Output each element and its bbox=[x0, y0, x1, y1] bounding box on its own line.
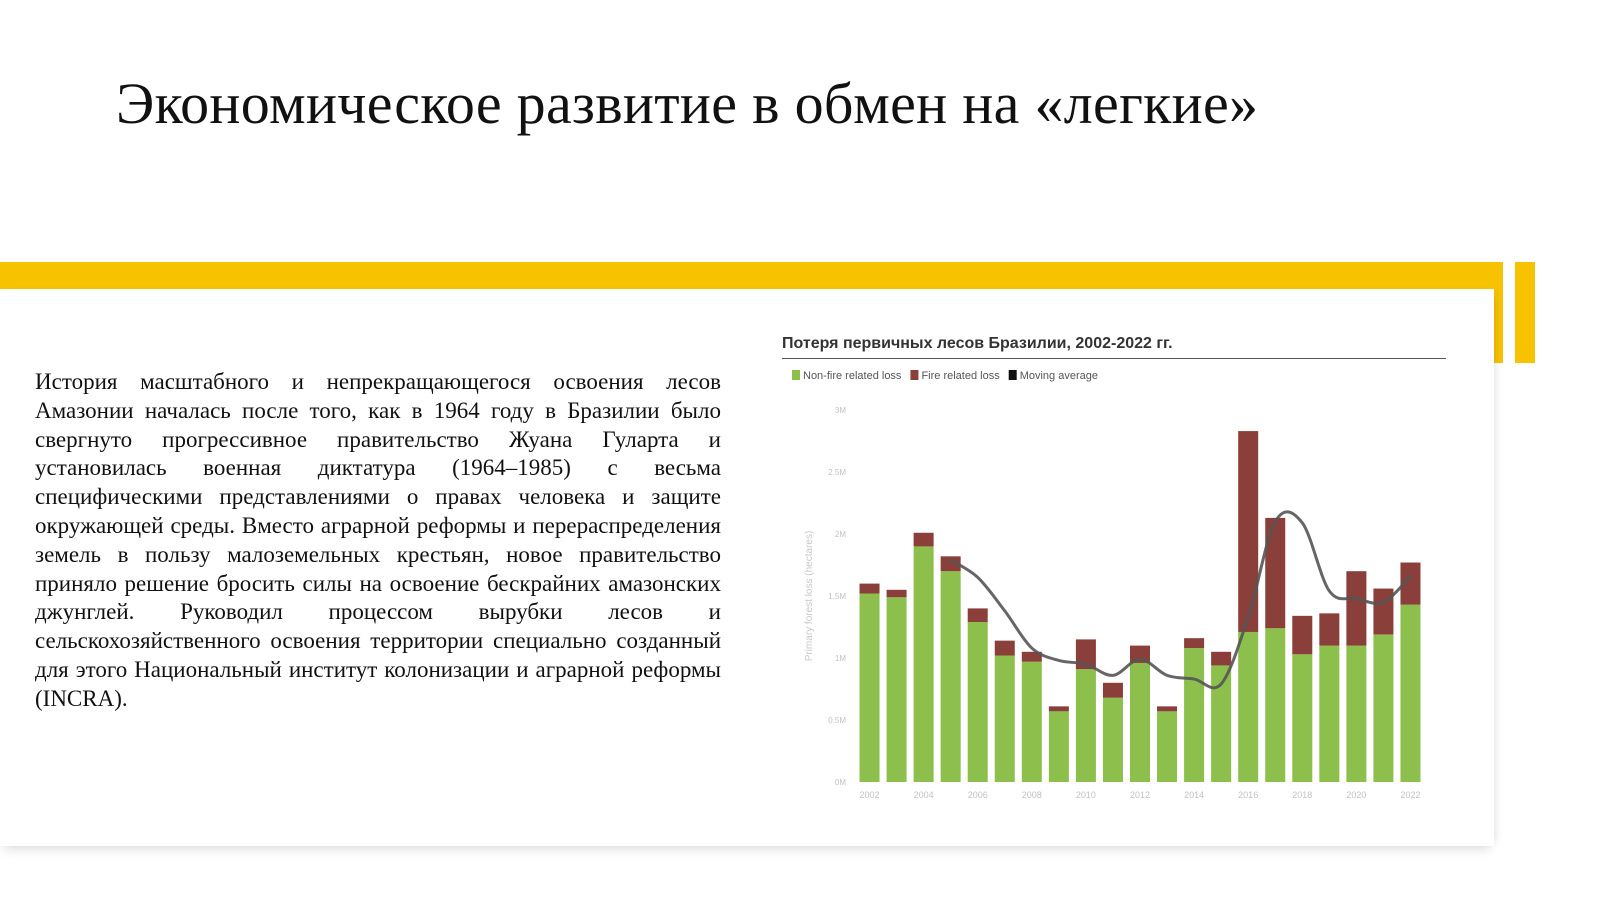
bar-non-fire-2008 bbox=[1021, 661, 1042, 782]
bar-fire-2014 bbox=[1184, 638, 1205, 649]
legend-label-1: Fire related loss bbox=[921, 370, 1000, 382]
x-tick-label: 2002 bbox=[860, 790, 880, 800]
bar-fire-2015 bbox=[1211, 651, 1232, 666]
bar-non-fire-2015 bbox=[1211, 665, 1232, 782]
bar-fire-2009 bbox=[1048, 706, 1069, 712]
x-tick-label: 2016 bbox=[1238, 790, 1258, 800]
bar-non-fire-2022 bbox=[1400, 604, 1421, 782]
x-tick-label: 2004 bbox=[914, 790, 934, 800]
x-tick-label: 2010 bbox=[1076, 790, 1096, 800]
bar-fire-2017 bbox=[1265, 517, 1286, 629]
legend-swatch-2 bbox=[1008, 370, 1017, 380]
y-tick-label: 0M bbox=[835, 778, 846, 787]
bar-fire-2006 bbox=[967, 608, 988, 623]
bar-fire-2018 bbox=[1292, 615, 1313, 655]
bar-non-fire-2007 bbox=[994, 655, 1015, 782]
bar-non-fire-2021 bbox=[1373, 634, 1394, 782]
bar-non-fire-2002 bbox=[859, 593, 880, 782]
legend-swatch-1 bbox=[910, 370, 919, 380]
bar-non-fire-2018 bbox=[1292, 654, 1313, 782]
legend-label-0: Non-fire related loss bbox=[803, 370, 902, 382]
bar-non-fire-2013 bbox=[1157, 711, 1178, 782]
y-axis-label: Primary forest loss (hectares) bbox=[804, 531, 815, 662]
bar-non-fire-2010 bbox=[1075, 669, 1096, 782]
bar-fire-2008 bbox=[1021, 651, 1042, 662]
bar-fire-2020 bbox=[1346, 571, 1367, 646]
chart-legend: Non-fire related loss Fire related loss Mo… bbox=[792, 370, 1098, 382]
y-axis: 0M 0.5M 1M 1.5M 2M 2.5M 3M Primary forest loss … bbox=[804, 406, 846, 787]
bar-fire-2019 bbox=[1319, 613, 1340, 646]
bar-fire-2011 bbox=[1102, 682, 1123, 698]
x-tick-label: 2012 bbox=[1130, 790, 1150, 800]
bar-non-fire-2020 bbox=[1346, 645, 1367, 782]
bar-non-fire-2009 bbox=[1048, 711, 1069, 782]
forest-loss-chart: Non-fire related loss Fire related loss Mo… bbox=[792, 370, 1421, 800]
bar-fire-2005 bbox=[940, 556, 961, 572]
x-tick-label: 2018 bbox=[1292, 790, 1312, 800]
x-tick-label: 2008 bbox=[1022, 790, 1042, 800]
x-tick-label: 2022 bbox=[1400, 790, 1420, 800]
body-paragraph: История масштабного и непрекращающегося … bbox=[35, 369, 721, 711]
moving-average-line bbox=[949, 510, 1412, 690]
bar-non-fire-2006 bbox=[967, 622, 988, 782]
bar-non-fire-2017 bbox=[1265, 628, 1286, 782]
y-tick-label: 2.5M bbox=[828, 468, 846, 477]
y-tick-label: 1M bbox=[835, 654, 846, 663]
y-tick-label: 1.5M bbox=[828, 592, 846, 601]
accent-band-stub bbox=[1494, 262, 1503, 363]
bar-non-fire-2004 bbox=[913, 546, 934, 782]
bar-fire-2016 bbox=[1238, 431, 1259, 632]
legend-label-2: Moving average bbox=[1020, 370, 1098, 382]
bar-non-fire-2003 bbox=[886, 597, 907, 782]
bar-fire-2012 bbox=[1129, 645, 1151, 663]
chart-title: Потеря первичных лесов Бразилии, 2002-20… bbox=[782, 335, 1173, 352]
legend-swatch-0 bbox=[792, 370, 800, 380]
bar-fire-2022 bbox=[1400, 562, 1421, 605]
x-axis: 2002 2004 2006 2008 2010 2012 2014 2016 2018 2020… bbox=[860, 790, 1421, 800]
bar-fire-2007 bbox=[994, 640, 1015, 656]
bar-fire-2003 bbox=[886, 589, 907, 598]
x-tick-label: 2006 bbox=[968, 790, 988, 800]
y-tick-label: 3M bbox=[835, 406, 846, 415]
bar-non-fire-2014 bbox=[1184, 648, 1205, 782]
bar-non-fire-2012 bbox=[1129, 662, 1151, 782]
bar-non-fire-2005 bbox=[940, 571, 961, 782]
chart-title-rule bbox=[782, 358, 1446, 359]
bar-non-fire-2016 bbox=[1238, 631, 1259, 782]
x-tick-label: 2014 bbox=[1184, 790, 1204, 800]
slide-title: Экономическое развитие в обмен на «легки… bbox=[116, 71, 1259, 136]
accent-band bbox=[0, 262, 1502, 289]
bar-non-fire-2011 bbox=[1102, 697, 1123, 782]
bar-non-fire-2019 bbox=[1319, 645, 1340, 782]
y-tick-label: 2M bbox=[835, 530, 846, 539]
x-tick-label: 2020 bbox=[1346, 790, 1366, 800]
y-tick-label: 0.5M bbox=[828, 716, 846, 725]
accent-band-side bbox=[1515, 262, 1535, 363]
bar-fire-2002 bbox=[859, 583, 880, 594]
bar-fire-2004 bbox=[913, 532, 934, 547]
bars-group bbox=[859, 431, 1421, 782]
bar-fire-2013 bbox=[1157, 706, 1178, 712]
moving-average-group bbox=[949, 510, 1412, 690]
